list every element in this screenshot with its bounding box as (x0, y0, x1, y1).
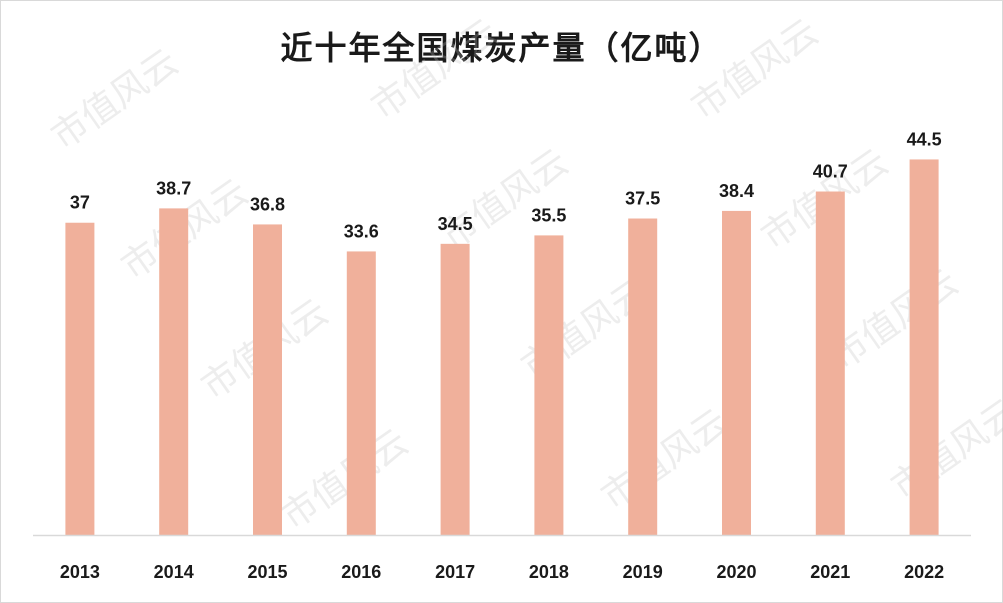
x-tick-label-2020: 2020 (716, 562, 756, 582)
bar-2016 (346, 251, 376, 535)
x-tick-label-2014: 2014 (154, 562, 194, 582)
x-tick-label-2017: 2017 (435, 562, 475, 582)
x-tick-label-2018: 2018 (529, 562, 569, 582)
bar-2018 (534, 235, 564, 535)
bar-2013 (65, 222, 95, 535)
data-label-2022: 44.5 (907, 129, 942, 149)
data-label-2019: 37.5 (625, 189, 660, 209)
data-label-2018: 35.5 (531, 205, 566, 225)
data-label-2020: 38.4 (719, 181, 754, 201)
bar-2017 (440, 243, 470, 536)
data-label-2013: 37 (70, 193, 90, 213)
data-label-2016: 33.6 (344, 221, 379, 241)
bar-2015 (253, 224, 282, 535)
x-tick-label-2015: 2015 (247, 562, 287, 582)
bar-2022 (909, 159, 939, 535)
data-label-2017: 34.5 (438, 214, 473, 234)
x-tick-label-2019: 2019 (623, 562, 663, 582)
data-label-2015: 36.8 (250, 194, 285, 214)
x-tick-label-2021: 2021 (810, 562, 850, 582)
chart-title: 近十年全国煤炭产量（亿吨） (280, 29, 723, 67)
bar-2014 (159, 208, 189, 535)
x-tick-label-2022: 2022 (904, 562, 944, 582)
bar-2021 (815, 191, 845, 535)
x-tick-label-2013: 2013 (60, 562, 100, 582)
bar-2019 (628, 218, 658, 535)
bar-2020 (722, 210, 751, 535)
data-label-2014: 38.7 (156, 178, 191, 198)
x-tick-label-2016: 2016 (341, 562, 381, 582)
data-label-2021: 40.7 (813, 162, 848, 182)
